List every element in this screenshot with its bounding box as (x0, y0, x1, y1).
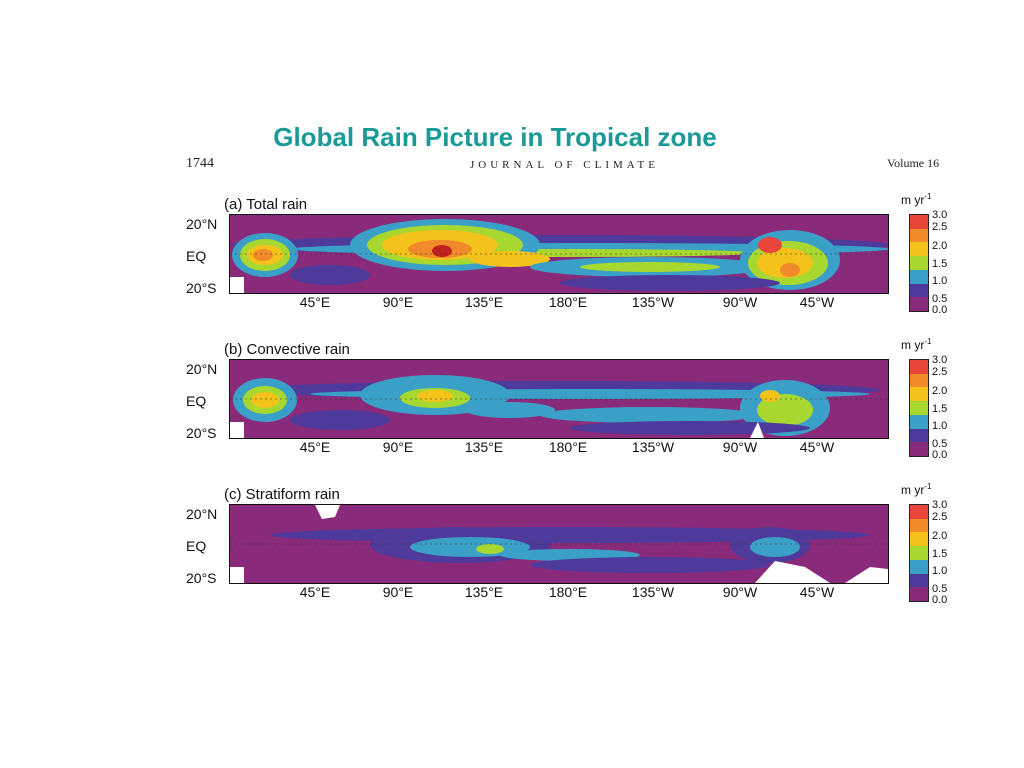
colorbar-tick: 1.0 (932, 275, 948, 287)
lon-label-135w: 135°W (631, 294, 675, 310)
lon-label-180e: 180°E (548, 294, 588, 310)
lon-label-90e: 90°E (382, 584, 414, 600)
colorbar-tick: 1.5 (932, 403, 948, 415)
rain-map-total (229, 214, 889, 294)
panel-label: (a) Total rain (224, 196, 308, 213)
lat-label-20n: 20°N (186, 216, 218, 232)
lon-label-135w: 135°W (631, 584, 675, 600)
colorbar-tick: 2.5 (932, 366, 948, 378)
colorbar-tick: 1.0 (932, 565, 948, 577)
colorbar-swatch (910, 297, 928, 311)
colorbar-tick: 2.0 (932, 240, 948, 252)
lon-label-135e: 135°E (464, 294, 504, 310)
colorbar-swatch (910, 428, 928, 443)
colorbar-tick: 0.5 (932, 583, 948, 595)
panel-convective-rain: (b) Convective rain 20°N EQ 20°S 45°E 90… (0, 337, 1024, 481)
colorbar-tick: 0.5 (932, 438, 948, 450)
colorbar-swatch (910, 532, 928, 547)
lat-label-20s: 20°S (186, 425, 217, 441)
colorbar-tick: 2.5 (932, 511, 948, 523)
colorbar-swatch (910, 373, 928, 388)
colorbar-unit: m yr-1 (901, 337, 932, 352)
lon-label-45e: 45°E (299, 439, 331, 455)
lon-label-90w: 90°W (722, 294, 758, 310)
colorbar-tick: 0.0 (932, 449, 948, 461)
lon-label-180e: 180°E (548, 439, 588, 455)
lat-label-eq: EQ (186, 248, 207, 264)
panel-stratiform-rain: (c) Stratiform rain 20°N EQ 20°S 45°E 90… (0, 482, 1024, 626)
colorbar-swatch (910, 256, 928, 270)
colorbar-tick: 2.0 (932, 385, 948, 397)
lat-label-20n: 20°N (186, 361, 218, 377)
lon-label-90w: 90°W (722, 584, 758, 600)
lat-label-20s: 20°S (186, 570, 217, 586)
panel-total-rain: (a) Total rain 20°N EQ 20°S (0, 192, 1024, 336)
lon-label-180e: 180°E (548, 584, 588, 600)
lon-label-45w: 45°W (799, 294, 835, 310)
colorbar-tick: 2.5 (932, 221, 948, 233)
rain-map-convective (229, 359, 889, 439)
colorbar-unit: m yr-1 (901, 482, 932, 497)
lon-label-90e: 90°E (382, 439, 414, 455)
lon-label-45w: 45°W (799, 584, 835, 600)
colorbar-swatch (910, 518, 928, 533)
colorbar-swatch (910, 283, 928, 298)
lon-label-135w: 135°W (631, 439, 675, 455)
colorbar-tick: 0.0 (932, 304, 948, 316)
colorbar-tick: 1.5 (932, 548, 948, 560)
colorbar (909, 214, 929, 312)
lon-label-90w: 90°W (722, 439, 758, 455)
colorbar-tick: 1.5 (932, 258, 948, 270)
colorbar-swatch (910, 414, 928, 429)
colorbar-unit: m yr-1 (901, 192, 932, 207)
colorbar-swatch (910, 559, 928, 574)
colorbar (909, 359, 929, 457)
lon-label-135e: 135°E (464, 439, 504, 455)
lat-label-20n: 20°N (186, 506, 218, 522)
journal-name: JOURNAL OF CLIMATE (470, 159, 659, 171)
colorbar-swatch (910, 242, 928, 257)
colorbar-swatch (910, 505, 928, 519)
lon-label-45e: 45°E (299, 294, 331, 310)
lat-label-eq: EQ (186, 393, 207, 409)
colorbar-tick: 3.0 (932, 354, 948, 366)
lon-label-45w: 45°W (799, 439, 835, 455)
lon-label-45e: 45°E (299, 584, 331, 600)
colorbar-swatch (910, 360, 928, 374)
journal-volume: Volume 16 (887, 156, 940, 170)
colorbar-tick: 0.0 (932, 594, 948, 606)
lon-label-90e: 90°E (382, 294, 414, 310)
colorbar-swatch (910, 269, 928, 284)
colorbar-tick: 3.0 (932, 209, 948, 221)
colorbar-swatch (910, 387, 928, 402)
journal-page-number: 1744 (186, 156, 214, 171)
colorbar-swatch (910, 215, 928, 229)
panel-label: (b) Convective rain (224, 341, 350, 358)
colorbar-swatch (910, 442, 928, 456)
colorbar-tick: 2.0 (932, 530, 948, 542)
colorbar-swatch (910, 546, 928, 560)
colorbar-swatch (910, 573, 928, 588)
colorbar-swatch (910, 228, 928, 243)
lat-label-20s: 20°S (186, 280, 217, 296)
colorbar-tick: 0.5 (932, 293, 948, 305)
colorbar-swatch (910, 587, 928, 601)
colorbar-swatch (910, 401, 928, 415)
panel-label: (c) Stratiform rain (224, 486, 340, 503)
colorbar-tick: 3.0 (932, 499, 948, 511)
rain-map-stratiform (229, 504, 889, 584)
colorbar-tick: 1.0 (932, 420, 948, 432)
colorbar (909, 504, 929, 602)
slide-title: Global Rain Picture in Tropical zone (273, 122, 717, 152)
lat-label-eq: EQ (186, 538, 207, 554)
lon-label-135e: 135°E (464, 584, 504, 600)
